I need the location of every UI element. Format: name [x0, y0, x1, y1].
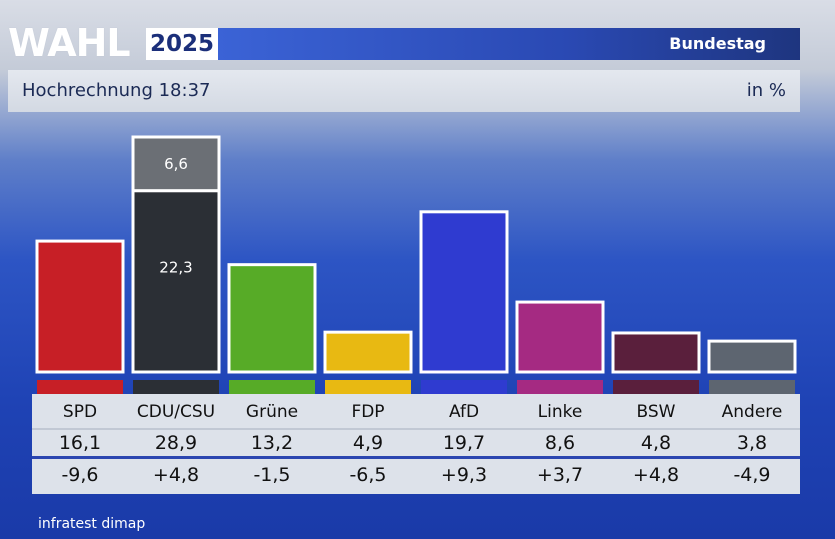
party-name: AfD [448, 402, 480, 422]
unit-label: in % [746, 80, 786, 101]
vote-share-value: 19,7 [442, 432, 486, 454]
bar-spd [35, 239, 125, 374]
election-header-bar: Bundestag [218, 28, 800, 60]
election-name: Bundestag [669, 34, 766, 53]
change-value: +4,8 [152, 464, 200, 486]
color-swatch-cdu-csu [133, 380, 219, 394]
projection-bar: Hochrechnung 18:37 in % [8, 70, 800, 112]
party-color-strip [32, 380, 800, 394]
row-divider-accent [32, 456, 800, 459]
results-table: SPD CDU/CSU Grüne FDP AfD Linke BSW Andere 16,1… [32, 394, 800, 494]
wordmark-wahl: WAHL [8, 21, 131, 65]
color-swatch-spd [37, 380, 123, 394]
election-year: 2025 [146, 28, 218, 60]
change-value: +9,3 [440, 464, 488, 486]
projection-title: Hochrechnung 18:37 [22, 80, 211, 101]
row-divider [32, 428, 800, 430]
vote-share-value: 13,2 [250, 432, 294, 454]
party-name: Grüne [245, 402, 299, 422]
change-value: +4,8 [632, 464, 680, 486]
bar-fdp [323, 330, 413, 374]
bar-cdu-csu-csu [131, 135, 221, 193]
color-swatch-fdp [325, 380, 411, 394]
bar-gr-ne [227, 263, 317, 374]
color-swatch-andere [709, 380, 795, 394]
party-name: Andere [721, 402, 783, 422]
change-row: -9,6 +4,8 -1,5 -6,5 +9,3 +3,7 +4,8 -4,9 [32, 460, 800, 490]
vote-share-value: 16,1 [58, 432, 102, 454]
change-value: -4,9 [733, 464, 771, 486]
color-swatch-gr-ne [229, 380, 315, 394]
vote-share-row: 16,1 28,9 13,2 4,9 19,7 8,6 4,8 3,8 [32, 430, 800, 456]
bar-andere [707, 339, 797, 374]
vote-share-value: 8,6 [544, 432, 576, 454]
party-name: FDP [351, 402, 385, 422]
bar-bsw [611, 331, 701, 374]
party-name: Linke [537, 402, 583, 422]
vote-share-value: 28,9 [154, 432, 198, 454]
change-value: -9,6 [61, 464, 99, 486]
change-value: +3,7 [536, 464, 584, 486]
bar-cdu-csu-cdu [131, 189, 221, 374]
bar-label-cdu: 22,3 [159, 258, 192, 276]
vote-share-value: 4,9 [352, 432, 384, 454]
vote-share-value: 4,8 [640, 432, 672, 454]
bar-label-csu: 6,6 [164, 155, 188, 173]
color-swatch-afd [421, 380, 507, 394]
party-name: SPD [62, 402, 98, 422]
source-label: infratest dimap [38, 516, 146, 532]
party-name: CDU/CSU [136, 402, 216, 422]
party-name: BSW [636, 402, 676, 422]
party-name-row: SPD CDU/CSU Grüne FDP AfD Linke BSW Andere [32, 396, 800, 428]
change-value: -6,5 [349, 464, 387, 486]
bar-afd [419, 210, 509, 374]
color-swatch-bsw [613, 380, 699, 394]
change-value: -1,5 [253, 464, 291, 486]
color-swatch-linke [517, 380, 603, 394]
bar-linke [515, 300, 605, 374]
vote-share-value: 3,8 [736, 432, 768, 454]
